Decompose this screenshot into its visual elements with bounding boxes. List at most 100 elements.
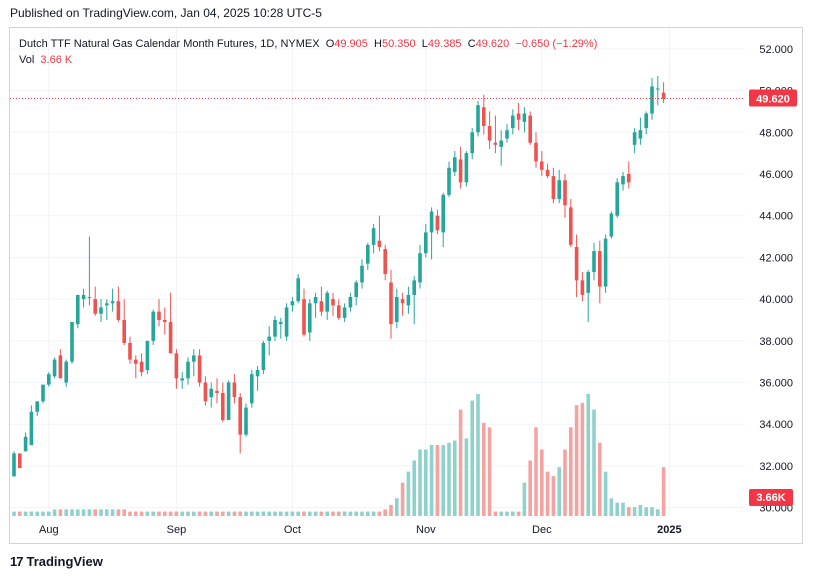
- volume-value: 3.66 K: [40, 54, 73, 66]
- y-tick-label: 32.000: [759, 461, 793, 473]
- volume-bar: [163, 511, 167, 516]
- volume-bar: [580, 402, 585, 516]
- volume-bar: [331, 511, 335, 516]
- volume-bar: [650, 507, 654, 516]
- candle-body: [168, 322, 173, 354]
- symbol-description[interactable]: Dutch TTF Natural Gas Calendar Month Fut…: [19, 38, 320, 50]
- candle-body: [574, 246, 579, 281]
- candle-body: [226, 382, 231, 421]
- legend-volume-line: Vol 3.66 K: [19, 52, 597, 68]
- volume-bar: [563, 449, 567, 516]
- candle-body: [12, 453, 16, 477]
- volume-bar: [656, 509, 660, 516]
- last-volume-tag: [749, 489, 793, 506]
- candle-body: [163, 319, 167, 323]
- candle-body: [93, 299, 97, 314]
- candle-body: [197, 355, 202, 383]
- y-tick-label: 34.000: [759, 419, 793, 431]
- candle-body: [395, 297, 399, 323]
- volume-bar: [157, 511, 161, 516]
- volume-bar: [447, 442, 451, 516]
- volume-bar: [238, 511, 242, 516]
- candle-body: [418, 253, 422, 283]
- volume-bar: [528, 460, 532, 516]
- volume-bar: [395, 498, 399, 516]
- open-value: 49.905: [334, 38, 368, 50]
- volume-bar: [110, 509, 115, 516]
- volume-bar: [354, 511, 358, 516]
- candle-body: [87, 297, 92, 299]
- candle-body: [180, 378, 184, 381]
- volume-bar: [87, 509, 92, 516]
- volume-bar: [429, 445, 434, 516]
- candle-body: [476, 105, 480, 133]
- high-label: H: [374, 38, 382, 50]
- candle-body: [621, 176, 625, 185]
- volume-bar: [284, 511, 289, 516]
- candle-body: [406, 294, 411, 306]
- volume-bar: [116, 509, 121, 516]
- candle-body: [296, 278, 300, 302]
- candle-body: [511, 115, 515, 129]
- x-tick-label: Oct: [284, 524, 301, 536]
- candle-body: [348, 297, 353, 308]
- volume-bar: [615, 502, 619, 516]
- candle-body: [656, 88, 660, 90]
- chart-frame: [9, 27, 803, 544]
- volume-bar: [47, 511, 51, 516]
- volume-bar: [598, 442, 602, 516]
- volume-bar: [174, 511, 179, 516]
- volume-bar: [389, 504, 393, 516]
- candle-body: [470, 132, 474, 154]
- candle-body: [47, 374, 51, 385]
- volume-bar: [400, 482, 405, 516]
- candle-body: [58, 355, 63, 379]
- volume-bar: [139, 511, 144, 516]
- volume-bar: [540, 449, 544, 516]
- candle-body: [41, 384, 45, 402]
- candle-body: [331, 299, 335, 306]
- volume-bar: [52, 509, 57, 516]
- volume-bar: [261, 511, 266, 516]
- candle-body: [122, 319, 126, 343]
- candle-body: [493, 142, 498, 145]
- volume-bar: [64, 509, 68, 516]
- volume-bar: [638, 504, 643, 516]
- candle-body: [424, 232, 428, 254]
- candle-body: [528, 115, 532, 143]
- volume-bar: [128, 511, 132, 516]
- candle-body: [563, 180, 567, 206]
- candle-body: [105, 303, 109, 306]
- volume-bar: [226, 511, 231, 516]
- tradingview-footer[interactable]: 17 TradingView: [10, 554, 103, 569]
- volume-label[interactable]: Vol: [19, 54, 35, 66]
- candle-body: [128, 342, 132, 360]
- candle-body: [174, 353, 179, 379]
- y-tick-label: 52.000: [759, 44, 793, 56]
- low-value: 49.385: [427, 38, 462, 50]
- candle-body: [52, 359, 57, 377]
- candle-body: [540, 161, 544, 170]
- legend-ohlc-line: Dutch TTF Natural Gas Calendar Month Fut…: [19, 36, 597, 52]
- candle-body: [499, 140, 503, 147]
- y-tick-label: 46.000: [759, 169, 793, 181]
- y-tick-label: 40.000: [759, 294, 793, 306]
- volume-bar: [383, 509, 387, 516]
- y-tick-label: 30.000: [759, 503, 793, 515]
- volume-bar: [41, 511, 45, 516]
- candle-body: [383, 249, 387, 275]
- candle-body: [186, 361, 190, 379]
- candle-body: [70, 322, 74, 362]
- volume-bar: [70, 509, 74, 516]
- candle-body: [389, 282, 393, 325]
- volume-bar: [168, 511, 173, 516]
- volume-bar: [215, 511, 219, 516]
- candle-body: [99, 307, 103, 314]
- change-value: −0.650 (−1.29%): [515, 38, 598, 50]
- volume-bar: [441, 445, 445, 516]
- last-price-tag: [749, 89, 797, 107]
- candle-body: [192, 355, 196, 362]
- volume-bar: [151, 511, 155, 516]
- volume-bar: [18, 511, 22, 516]
